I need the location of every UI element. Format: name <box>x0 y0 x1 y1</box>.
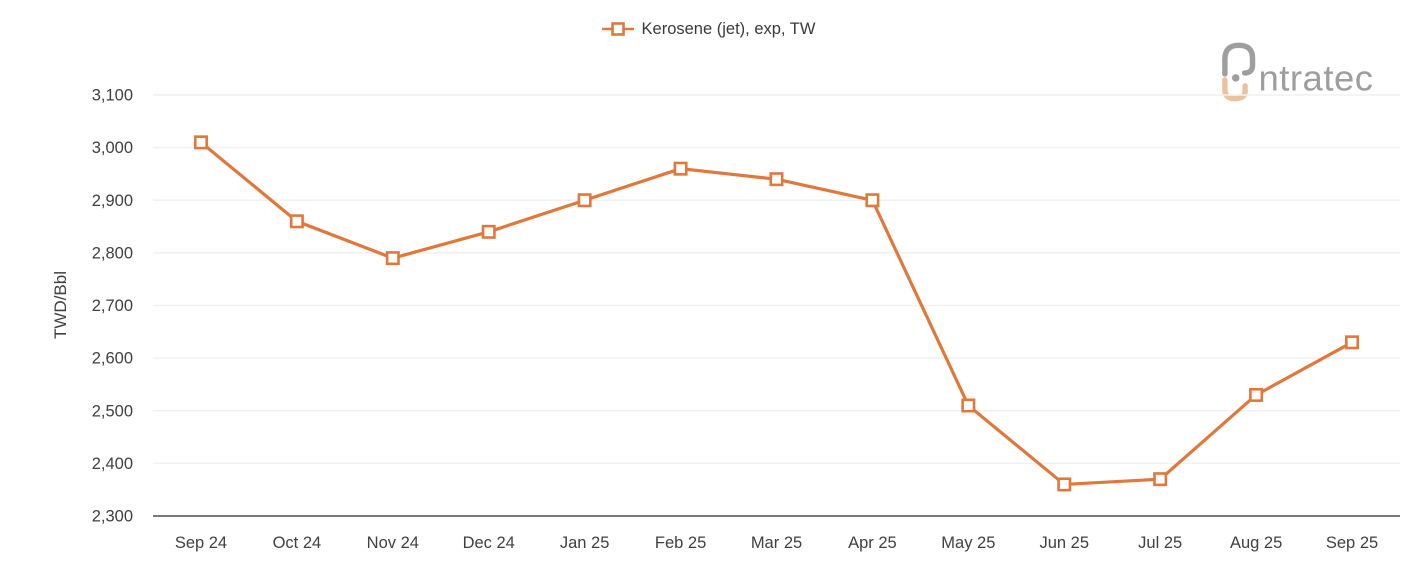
data-point-marker[interactable] <box>865 193 880 208</box>
legend-item-kerosene[interactable]: Kerosene (jet), exp, TW <box>601 19 816 39</box>
y-axis-title: TWD/Bbl <box>51 271 70 339</box>
data-point-marker[interactable] <box>1057 477 1072 492</box>
x-tick-label: Nov 24 <box>367 534 419 552</box>
y-tick-label: 2,800 <box>92 244 133 262</box>
intratec-logo: ntratec <box>1222 42 1373 102</box>
data-point-marker[interactable] <box>481 224 496 239</box>
x-tick-label: Sep 25 <box>1326 534 1378 552</box>
x-tick-label: Aug 25 <box>1230 534 1282 552</box>
data-point-marker[interactable] <box>1345 335 1360 350</box>
x-tick-label: Apr 25 <box>848 534 897 552</box>
logo-tan-arc <box>1222 77 1248 102</box>
y-tick-label: 2,700 <box>92 297 133 315</box>
data-point-marker[interactable] <box>193 135 208 150</box>
legend-label: Kerosene (jet), exp, TW <box>641 20 816 38</box>
y-tick-label: 2,300 <box>92 508 133 526</box>
data-point-marker[interactable] <box>385 251 400 266</box>
y-tick-label: 2,500 <box>92 402 133 420</box>
x-tick-label: Mar 25 <box>751 534 802 552</box>
x-tick-label: Oct 24 <box>273 534 322 552</box>
x-tick-label: Jan 25 <box>560 534 610 552</box>
data-point-marker[interactable] <box>1249 387 1264 402</box>
x-tick-label: Feb 25 <box>655 534 706 552</box>
data-point-marker[interactable] <box>769 172 784 187</box>
data-point-marker[interactable] <box>1153 472 1168 487</box>
logo-dot <box>1231 74 1240 82</box>
x-tick-label: Sep 24 <box>175 534 227 552</box>
x-tick-label: Jul 25 <box>1138 534 1182 552</box>
series-line <box>199 141 1353 487</box>
y-tick-label: 3,000 <box>92 139 133 157</box>
logo-text: ntratec <box>1258 58 1373 99</box>
y-tick-label: 2,400 <box>92 455 133 473</box>
data-point-marker[interactable] <box>673 161 688 176</box>
y-tick-label: 2,600 <box>92 350 133 368</box>
y-tick-label: 3,100 <box>92 87 133 105</box>
x-tick-label: Jun 25 <box>1039 534 1089 552</box>
x-tick-label: May 25 <box>941 534 995 552</box>
series-marker-icon <box>601 22 634 36</box>
data-point-marker[interactable] <box>577 193 592 208</box>
data-point-marker[interactable] <box>289 214 304 229</box>
x-tick-label: Dec 24 <box>463 534 515 552</box>
logo-gray-arc <box>1222 42 1256 77</box>
data-point-marker[interactable] <box>961 398 976 413</box>
y-tick-label: 2,900 <box>92 192 133 210</box>
